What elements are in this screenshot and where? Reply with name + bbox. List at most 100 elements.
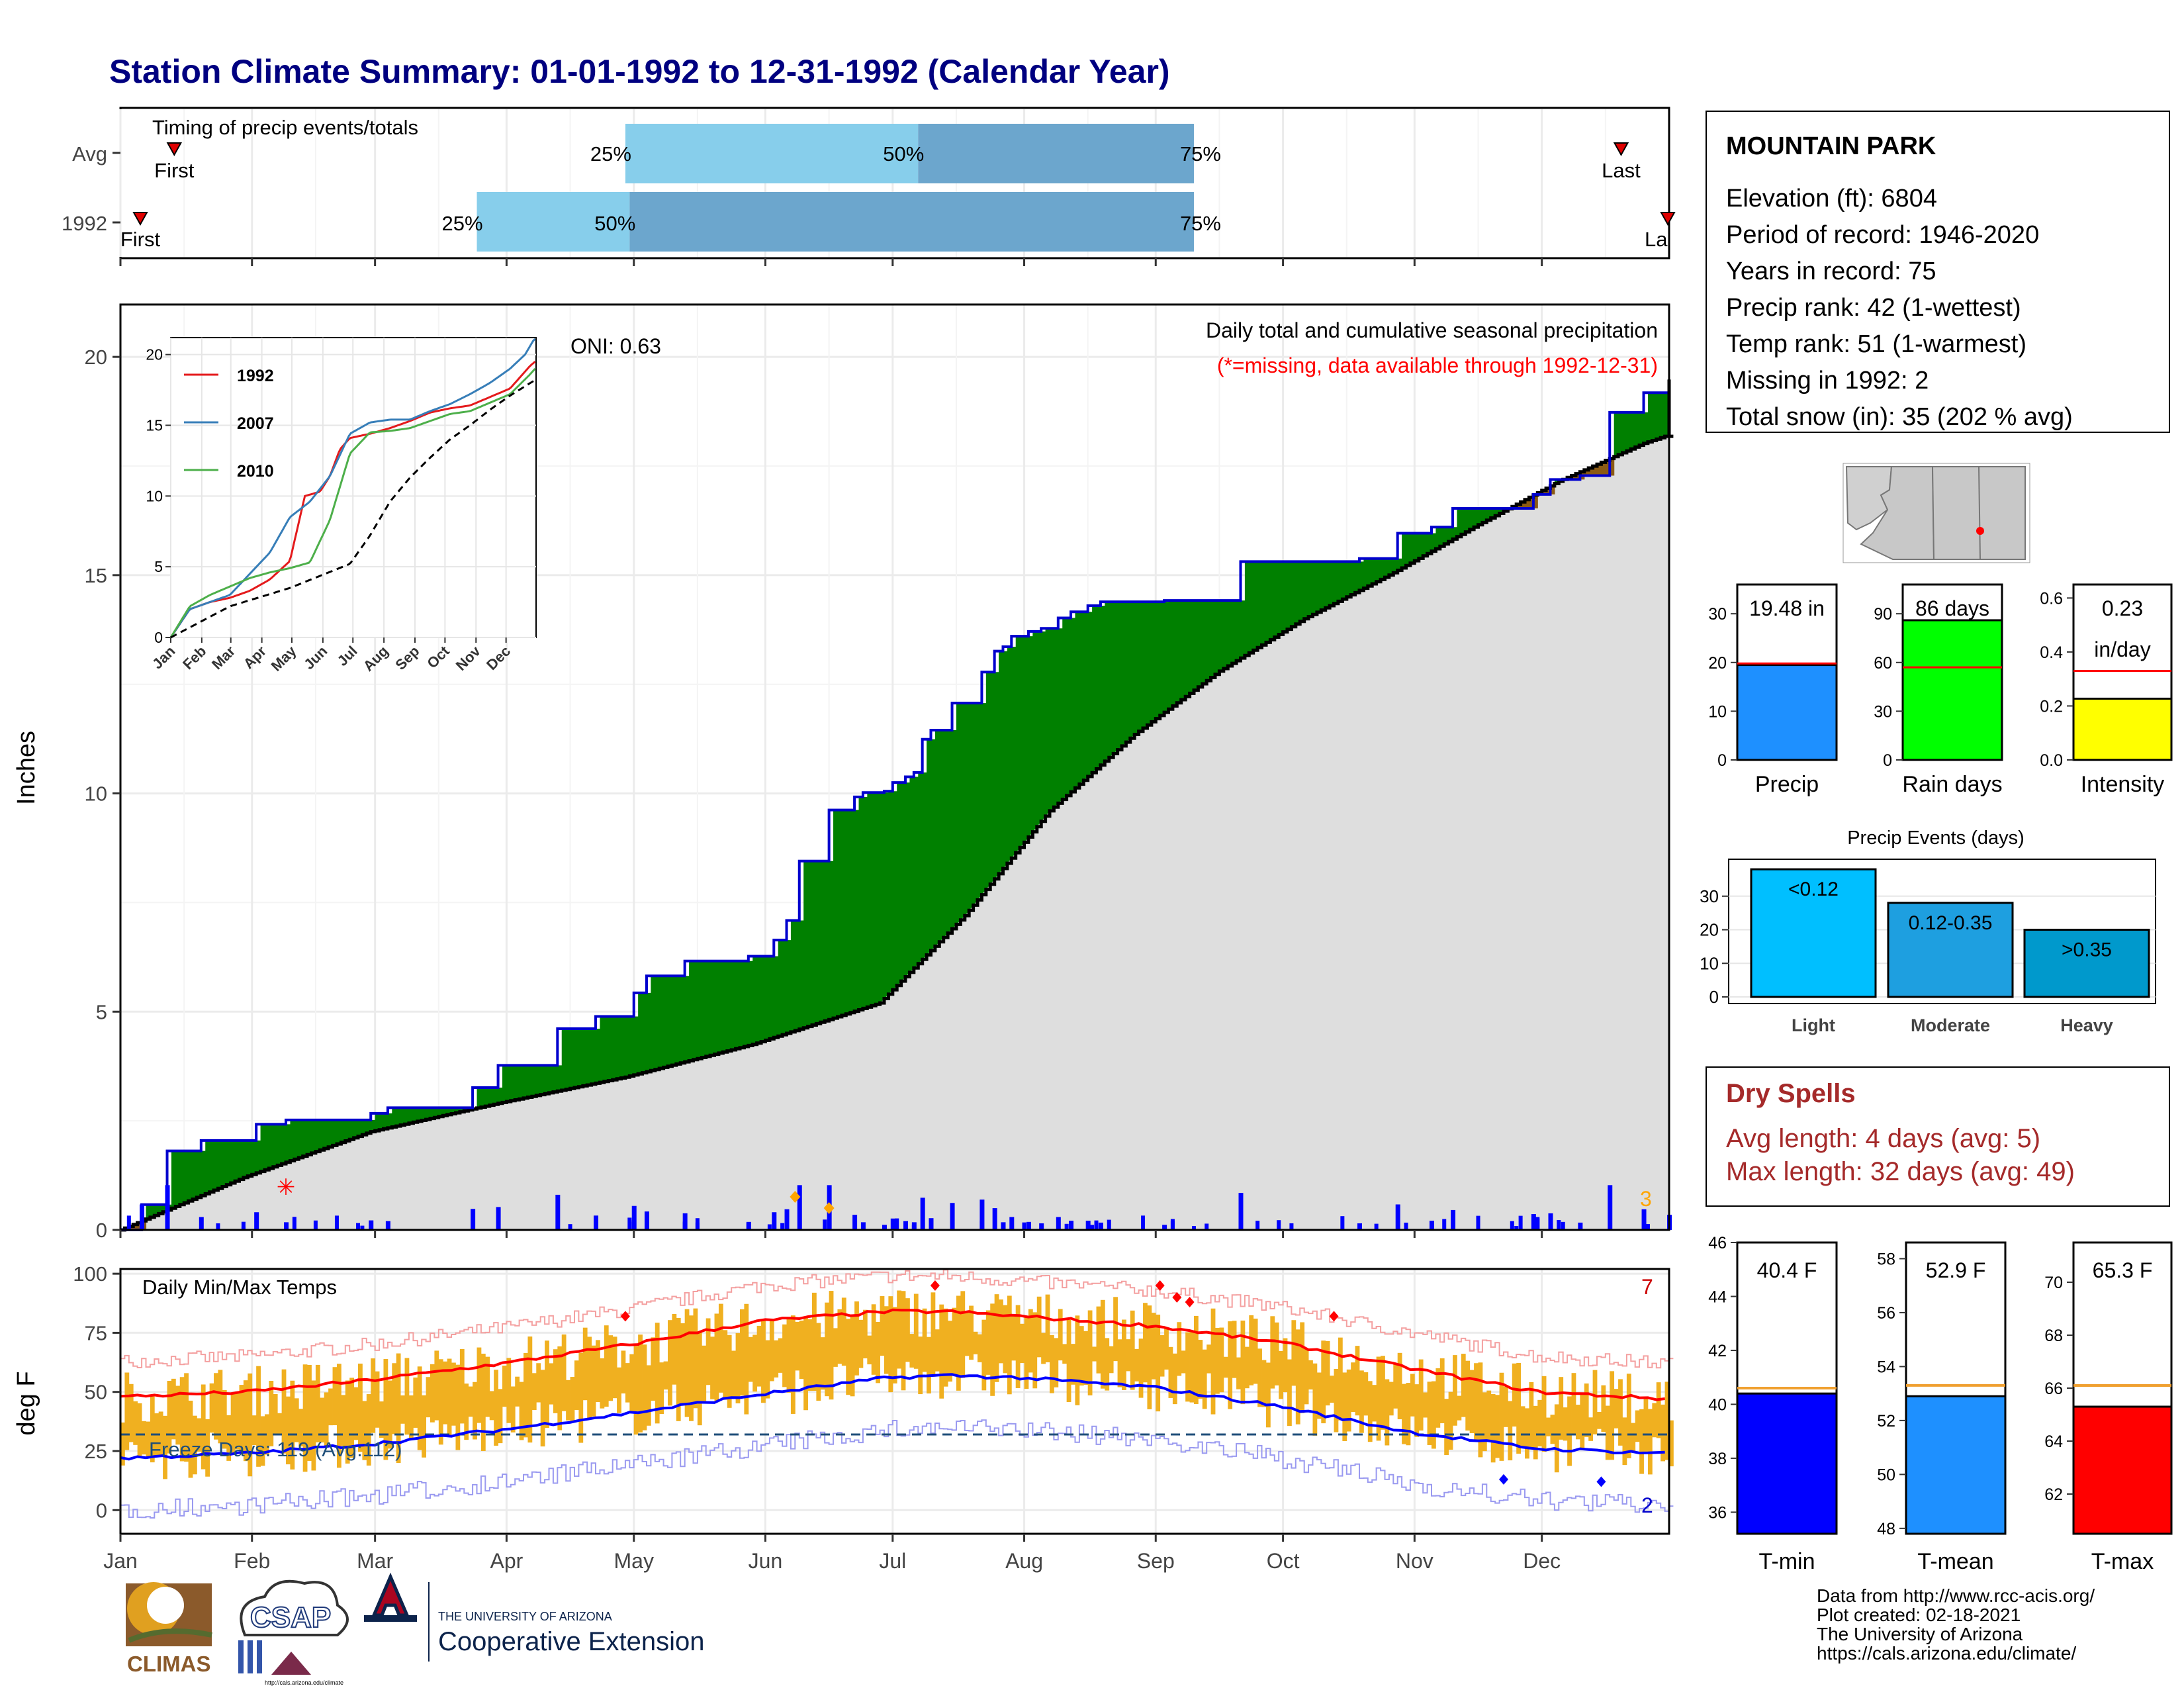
daily-precip-bar — [254, 1212, 259, 1230]
daily-temp-bar — [1249, 1315, 1254, 1385]
daily-precip-bar — [992, 1208, 997, 1230]
above-average-fill — [625, 1016, 630, 1078]
temp-y-tick-label: 50 — [85, 1381, 107, 1404]
above-average-fill — [846, 810, 851, 1014]
daily-precip-bar — [979, 1220, 984, 1230]
daily-temp-bar — [978, 1334, 982, 1362]
timing-q50-q75-bar — [918, 124, 1194, 183]
daily-temp-bar — [744, 1303, 749, 1415]
temp-y-tick-label: 25 — [85, 1440, 107, 1463]
above-average-fill — [489, 1088, 494, 1105]
daily-temp-bar — [1100, 1299, 1105, 1389]
daily-temp-bar — [251, 1415, 257, 1446]
temp-summary-tick-label: 38 — [1708, 1450, 1727, 1468]
temp-summary-tick-label: 40 — [1708, 1395, 1727, 1414]
above-average-fill — [1325, 561, 1330, 608]
above-average-fill — [1291, 561, 1297, 627]
daily-temp-bar — [324, 1392, 329, 1447]
daily-temp-bar — [209, 1383, 214, 1433]
daily-temp-bar — [320, 1397, 325, 1443]
daily-temp-bar — [332, 1367, 338, 1426]
daily-temp-bar — [540, 1370, 545, 1447]
summary-tick-label: 0 — [1717, 751, 1727, 770]
above-average-fill — [1138, 602, 1144, 731]
above-average-fill — [1469, 508, 1475, 530]
daily-temp-bar — [408, 1395, 414, 1440]
above-average-fill — [582, 1029, 588, 1086]
missing-data-marker: ✳ — [277, 1175, 296, 1200]
daily-precip-bar — [1162, 1225, 1167, 1230]
credit-university: The University of Arizona — [1817, 1624, 2023, 1644]
daily-temp-bar — [358, 1363, 363, 1452]
daily-temp-bar — [1597, 1412, 1602, 1429]
above-average-fill — [939, 729, 944, 942]
daily-temp-bar — [468, 1386, 473, 1417]
daily-precip-bar — [1535, 1218, 1540, 1230]
inset-series-2007 — [169, 338, 536, 638]
daily-temp-bar — [1495, 1395, 1500, 1458]
daily-temp-bar — [1469, 1370, 1475, 1434]
csap-url: http://cals.arizona.edu/climate — [265, 1679, 343, 1686]
daily-temp-bar — [642, 1344, 647, 1430]
summary-bar-rain-days — [1901, 619, 2003, 761]
temp-summary-bar-t-mean — [1905, 1395, 2007, 1535]
daily-temp-bar — [124, 1372, 130, 1450]
above-average-fill — [1283, 561, 1288, 632]
above-average-fill — [1117, 602, 1122, 750]
daily-temp-bar — [1304, 1348, 1309, 1405]
daily-precip-bar — [1238, 1193, 1244, 1230]
daily-temp-bar — [201, 1384, 206, 1470]
above-average-fill — [723, 961, 728, 1053]
above-average-fill — [693, 961, 698, 1060]
above-average-fill — [1265, 561, 1271, 643]
above-average-fill — [1381, 558, 1386, 580]
daily-temp-bar — [1075, 1315, 1080, 1405]
above-average-fill — [1418, 533, 1424, 559]
above-average-fill — [1181, 600, 1186, 700]
average-cumulative-line — [120, 434, 1674, 1232]
timing-q25-q50-bar — [477, 192, 630, 252]
above-average-fill — [230, 1140, 236, 1184]
daily-temp-bar — [515, 1376, 520, 1407]
above-average-fill — [1363, 558, 1369, 588]
summary-tick-label: 90 — [1874, 605, 1892, 624]
above-average-fill — [1431, 533, 1436, 551]
daily-temp-bar — [1036, 1296, 1042, 1358]
daily-temp-bar — [1109, 1346, 1114, 1374]
daily-temp-bar — [531, 1373, 537, 1410]
above-average-fill — [574, 1029, 579, 1088]
above-average-fill — [1011, 646, 1017, 859]
daily-temp-bar — [328, 1388, 333, 1426]
daily-temp-bar — [765, 1340, 770, 1399]
summary-tick-label: 30 — [1874, 702, 1892, 721]
daily-temp-bar — [163, 1415, 167, 1479]
daily-temp-bar — [226, 1415, 232, 1461]
above-average-fill — [697, 961, 702, 1059]
daily-temp-bar — [1351, 1362, 1355, 1412]
station-name: MOUNTAIN PARK — [1726, 132, 1936, 160]
above-average-fill — [702, 961, 707, 1058]
above-average-fill — [320, 1119, 325, 1150]
daily-temp-bar — [1592, 1370, 1598, 1434]
daily-temp-bar — [659, 1362, 664, 1415]
above-average-fill — [1614, 412, 1619, 457]
daily-temp-bar — [612, 1336, 617, 1399]
daily-temp-bar — [1444, 1399, 1449, 1455]
daily-temp-bar — [1228, 1321, 1233, 1409]
daily-temp-bar — [1664, 1382, 1670, 1460]
precip-y-label: Inches — [13, 731, 40, 805]
daily-temp-bar — [553, 1349, 558, 1413]
daily-temp-bar — [1202, 1349, 1207, 1409]
above-average-fill — [761, 956, 766, 1042]
above-average-fill — [1622, 412, 1627, 453]
above-average-fill — [307, 1119, 312, 1155]
above-average-fill — [264, 1124, 269, 1170]
above-average-fill — [413, 1107, 418, 1123]
daily-temp-bar — [990, 1303, 995, 1396]
month-label: Mar — [357, 1549, 393, 1573]
above-average-fill — [1168, 600, 1173, 710]
summary-tick-label: 60 — [1874, 654, 1892, 673]
daily-precip-bar — [1374, 1223, 1379, 1230]
timing-q75-label: 75% — [1180, 142, 1221, 165]
above-average-fill — [892, 791, 897, 990]
